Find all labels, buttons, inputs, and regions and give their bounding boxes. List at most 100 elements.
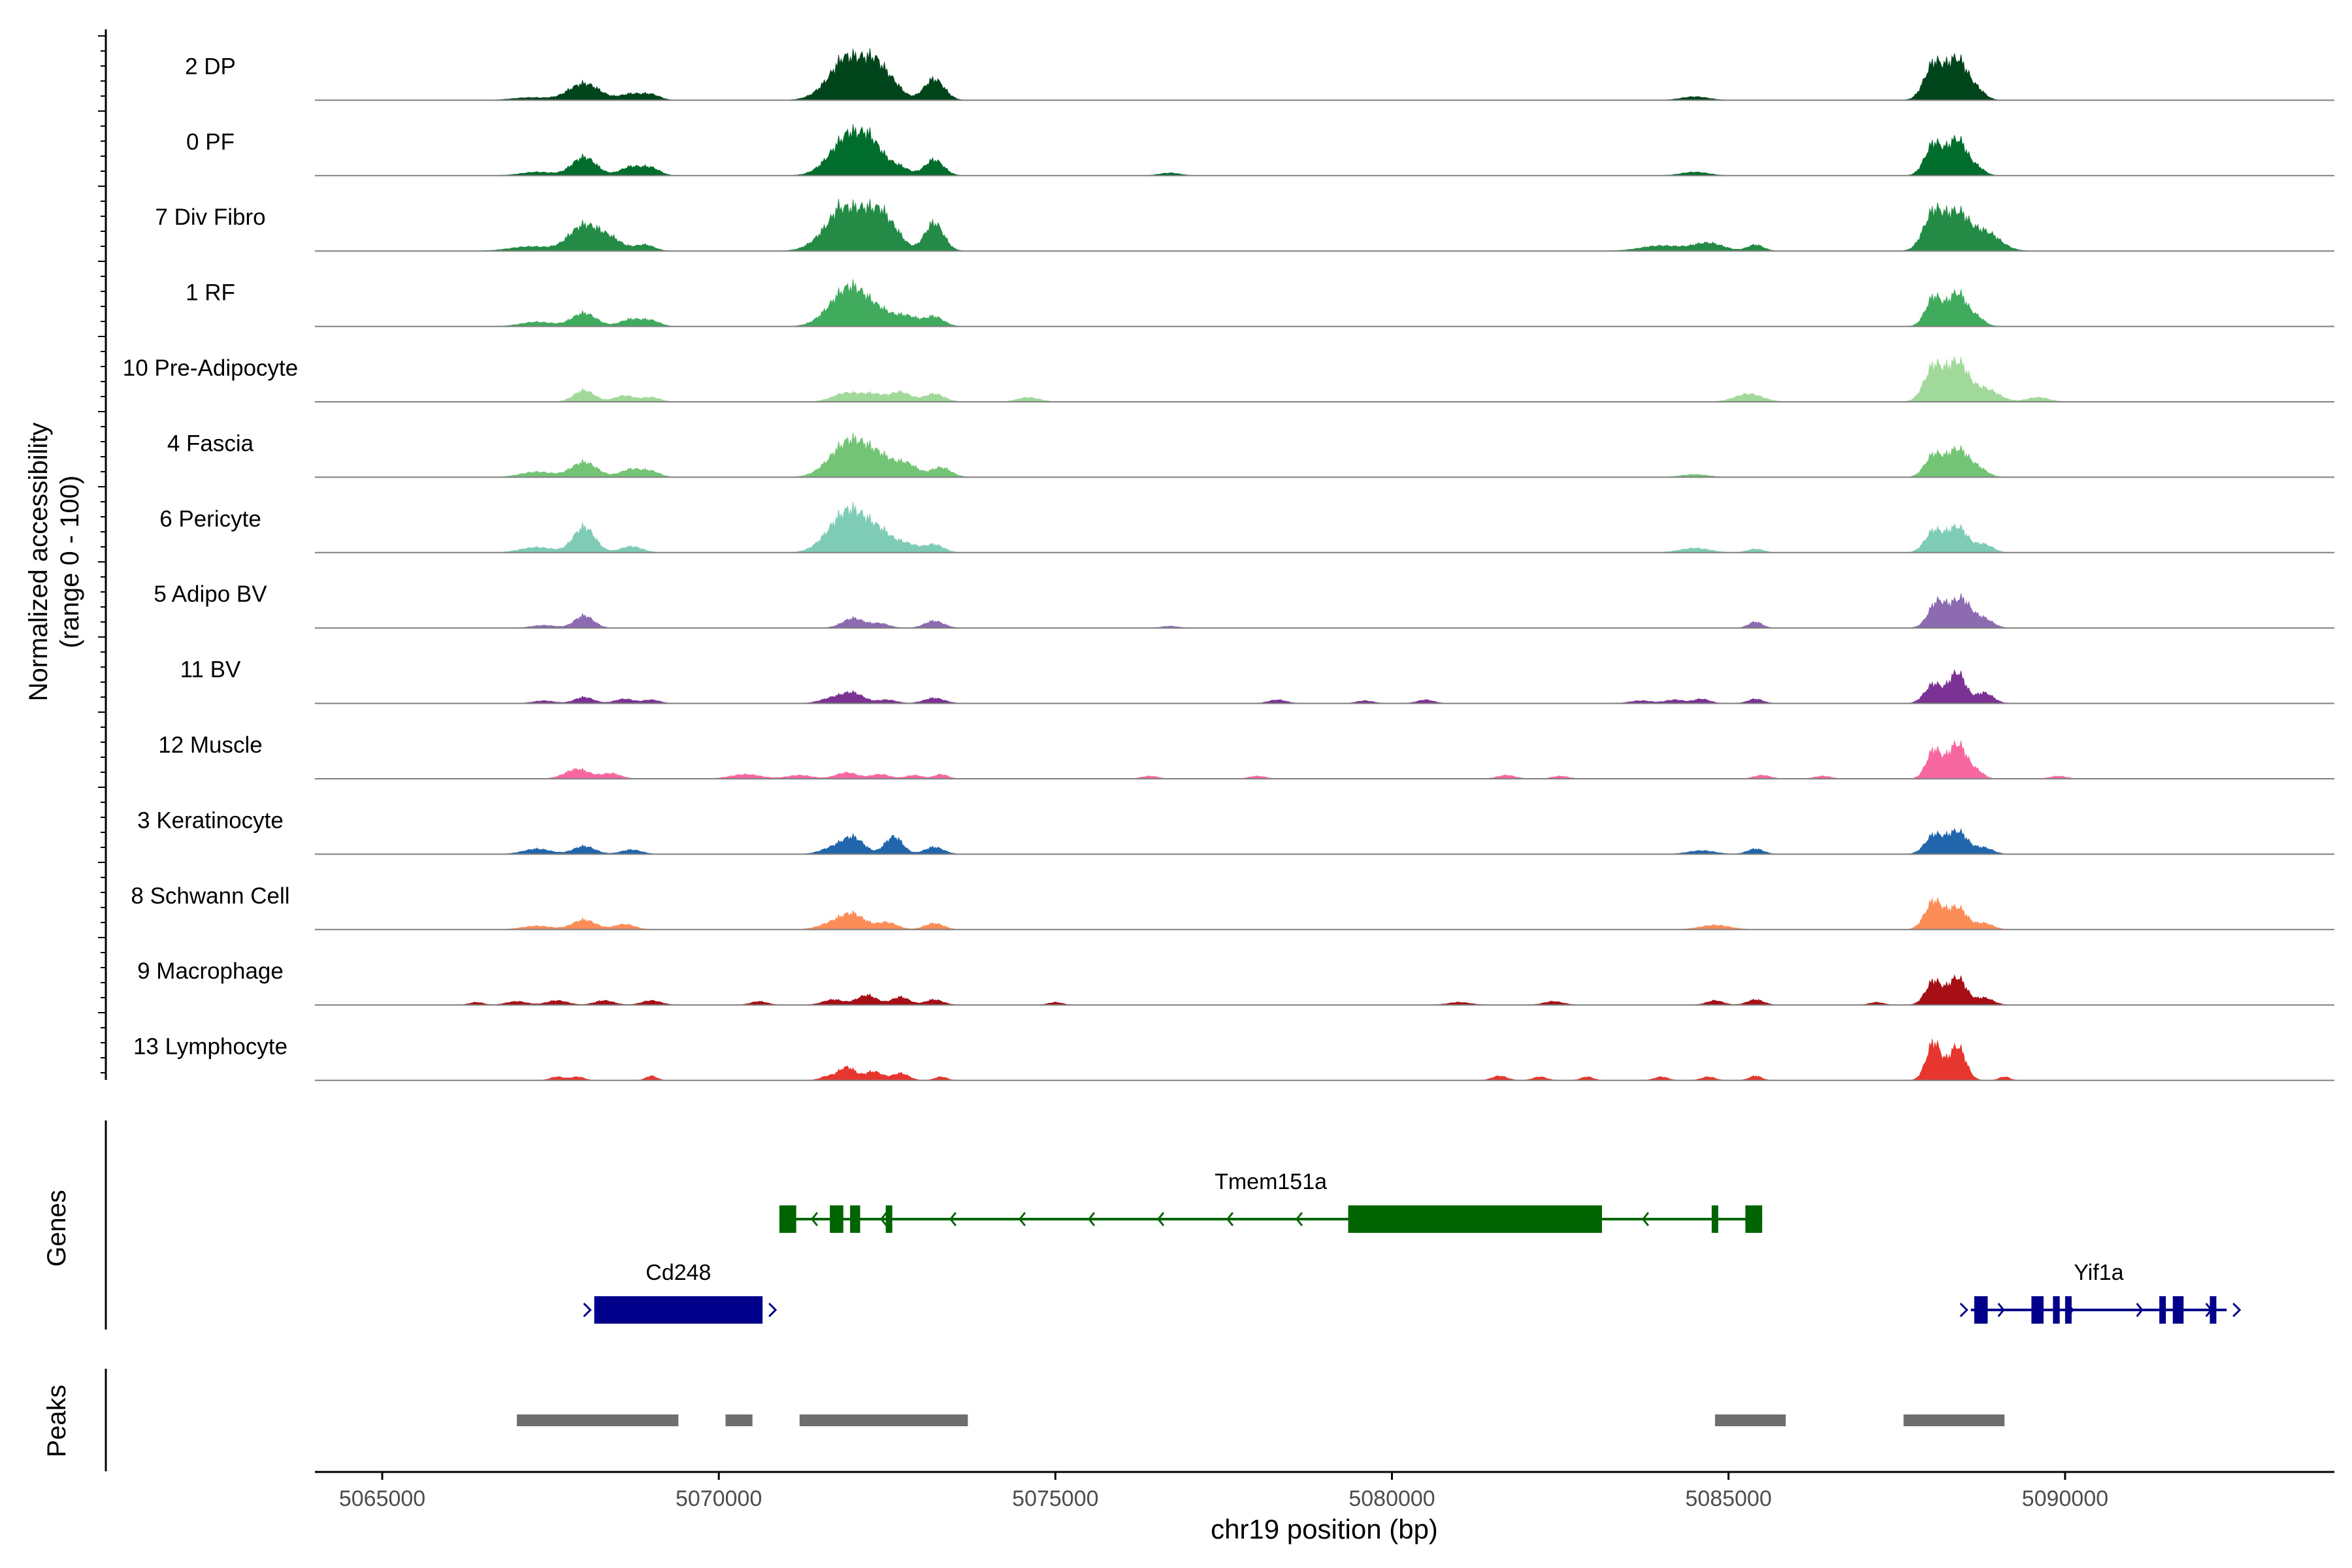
gene-cd248: Cd248 (583, 1260, 777, 1324)
track-label: 10 Pre-Adipocyte (123, 355, 298, 381)
strand-chevron (2232, 1302, 2242, 1318)
y-axis-title-line1: Normalized accessibility (24, 423, 53, 702)
track-4-fascia: 4 Fascia (167, 431, 2334, 478)
peak-region (1715, 1414, 1786, 1426)
strand-chevron (768, 1302, 777, 1318)
gene-label: Cd248 (645, 1260, 711, 1285)
track-label: 5 Adipo BV (154, 581, 267, 607)
exon (2031, 1296, 2044, 1324)
strand-chevron (1226, 1212, 1234, 1226)
track-5-adipo-bv: 5 Adipo BV (154, 581, 2334, 629)
x-axis-tick-label: 5085000 (1686, 1486, 1772, 1511)
track-6-pericyte: 6 Pericyte (159, 501, 2334, 553)
exon (2159, 1296, 2166, 1324)
coverage-area (395, 356, 2132, 402)
y-axis-title: Normalized accessibility (range 0 - 100) (24, 423, 84, 702)
coverage-area (395, 668, 2132, 704)
peak-region (517, 1414, 679, 1426)
strand-chevron (880, 1212, 888, 1226)
coverage-area (395, 432, 2132, 478)
coverage-area (395, 593, 2132, 629)
strand-chevron (1296, 1212, 1303, 1226)
track-label: 11 BV (180, 657, 241, 683)
x-axis-tick-label: 5065000 (339, 1486, 425, 1511)
track-label: 7 Div Fibro (155, 204, 265, 230)
strand-chevron (1997, 1303, 2005, 1317)
exon (1711, 1205, 1718, 1233)
x-axis: chr19 position (bp) 5065000 5070000 507500… (315, 1471, 2334, 1544)
coverage-area (395, 974, 2132, 1005)
exon (2210, 1296, 2217, 1324)
coverage-area (395, 897, 2132, 930)
track-label: 6 Pericyte (159, 506, 261, 532)
strand-chevron (1642, 1212, 1650, 1226)
exon (2065, 1296, 2072, 1324)
peaks-panel-title: Peaks (42, 1384, 71, 1457)
exon (779, 1205, 796, 1233)
strand-chevron (1959, 1302, 1968, 1318)
track-label: 4 Fascia (167, 431, 254, 456)
strand-chevron (583, 1302, 592, 1318)
track-0-pf: 0 PF (186, 123, 2334, 176)
track-1-rf: 1 RF (186, 279, 2334, 327)
track-3-keratinocyte: 3 Keratinocyte (137, 808, 2334, 855)
track-label: 8 Schwann Cell (131, 883, 289, 909)
genes-panel-title: Genes (42, 1190, 71, 1267)
track-label: 12 Muscle (158, 732, 263, 758)
exon (1745, 1205, 1763, 1233)
coverage-area (395, 1039, 2132, 1081)
gene-label: Yif1a (2074, 1260, 2123, 1285)
exon (830, 1205, 843, 1233)
track-label: 13 Lymphocyte (133, 1034, 287, 1060)
x-axis-tick-label: 5090000 (2022, 1486, 2108, 1511)
x-axis-tick-label: 5075000 (1012, 1486, 1098, 1511)
coverage-area (395, 48, 2132, 101)
exon (2172, 1296, 2184, 1324)
track-13-lymphocyte: 13 Lymphocyte (133, 1034, 2334, 1081)
peaks-panel: Peaks (42, 1369, 2005, 1471)
track-10-pre-adipocyte: 10 Pre-Adipocyte (123, 355, 2334, 402)
strand-chevron (811, 1212, 819, 1226)
strand-chevron (1157, 1212, 1165, 1226)
y-axis (98, 29, 107, 1080)
track-label: 1 RF (186, 280, 235, 306)
coverage-area (395, 740, 2132, 779)
coverage-area (395, 199, 2132, 252)
track-9-macrophage: 9 Macrophage (137, 958, 2334, 1006)
track-8-schwann-cell: 8 Schwann Cell (131, 883, 2334, 930)
x-axis-tick-label: 5070000 (676, 1486, 762, 1511)
peak-region (799, 1414, 968, 1426)
x-axis-tick-label: 5080000 (1348, 1486, 1435, 1511)
strand-chevron (949, 1212, 957, 1226)
track-12-muscle: 12 Muscle (158, 732, 2334, 779)
exon (594, 1296, 763, 1324)
genes-panel: Genes Tmem151a Cd248 Yif1a (42, 1120, 2242, 1330)
track-label: 3 Keratinocyte (137, 808, 284, 833)
strand-chevron (1019, 1212, 1026, 1226)
y-axis-title-line2: (range 0 - 100) (56, 476, 84, 649)
exon (1348, 1205, 1602, 1233)
exon (885, 1205, 892, 1233)
gene-label: Tmem151a (1215, 1169, 1327, 1194)
track-2-dp: 2 DP (185, 48, 2334, 101)
track-11-bv: 11 BV (180, 657, 2334, 704)
coverage-tracks: 2 DP 0 PF 7 Div Fibro 1 RF 10 Pre-Adipocyte 4… (123, 48, 2334, 1081)
coverage-area (395, 827, 2132, 855)
exon (850, 1205, 860, 1233)
coverage-area (395, 501, 2132, 553)
track-7-div-fibro: 7 Div Fibro (155, 199, 2334, 252)
track-label: 0 PF (186, 129, 235, 155)
track-label: 2 DP (185, 54, 236, 79)
coverage-area (395, 279, 2132, 327)
gene-yif1a: Yif1a (1959, 1260, 2242, 1324)
exon (2053, 1296, 2060, 1324)
peak-region (1903, 1414, 2005, 1426)
strand-chevron (1088, 1212, 1096, 1226)
coverage-area (395, 123, 2132, 176)
strand-chevron (2136, 1303, 2144, 1317)
gene-tmem151a: Tmem151a (779, 1169, 1763, 1233)
peak-region (725, 1414, 753, 1426)
exon (1974, 1296, 1988, 1324)
track-label: 9 Macrophage (137, 958, 284, 984)
